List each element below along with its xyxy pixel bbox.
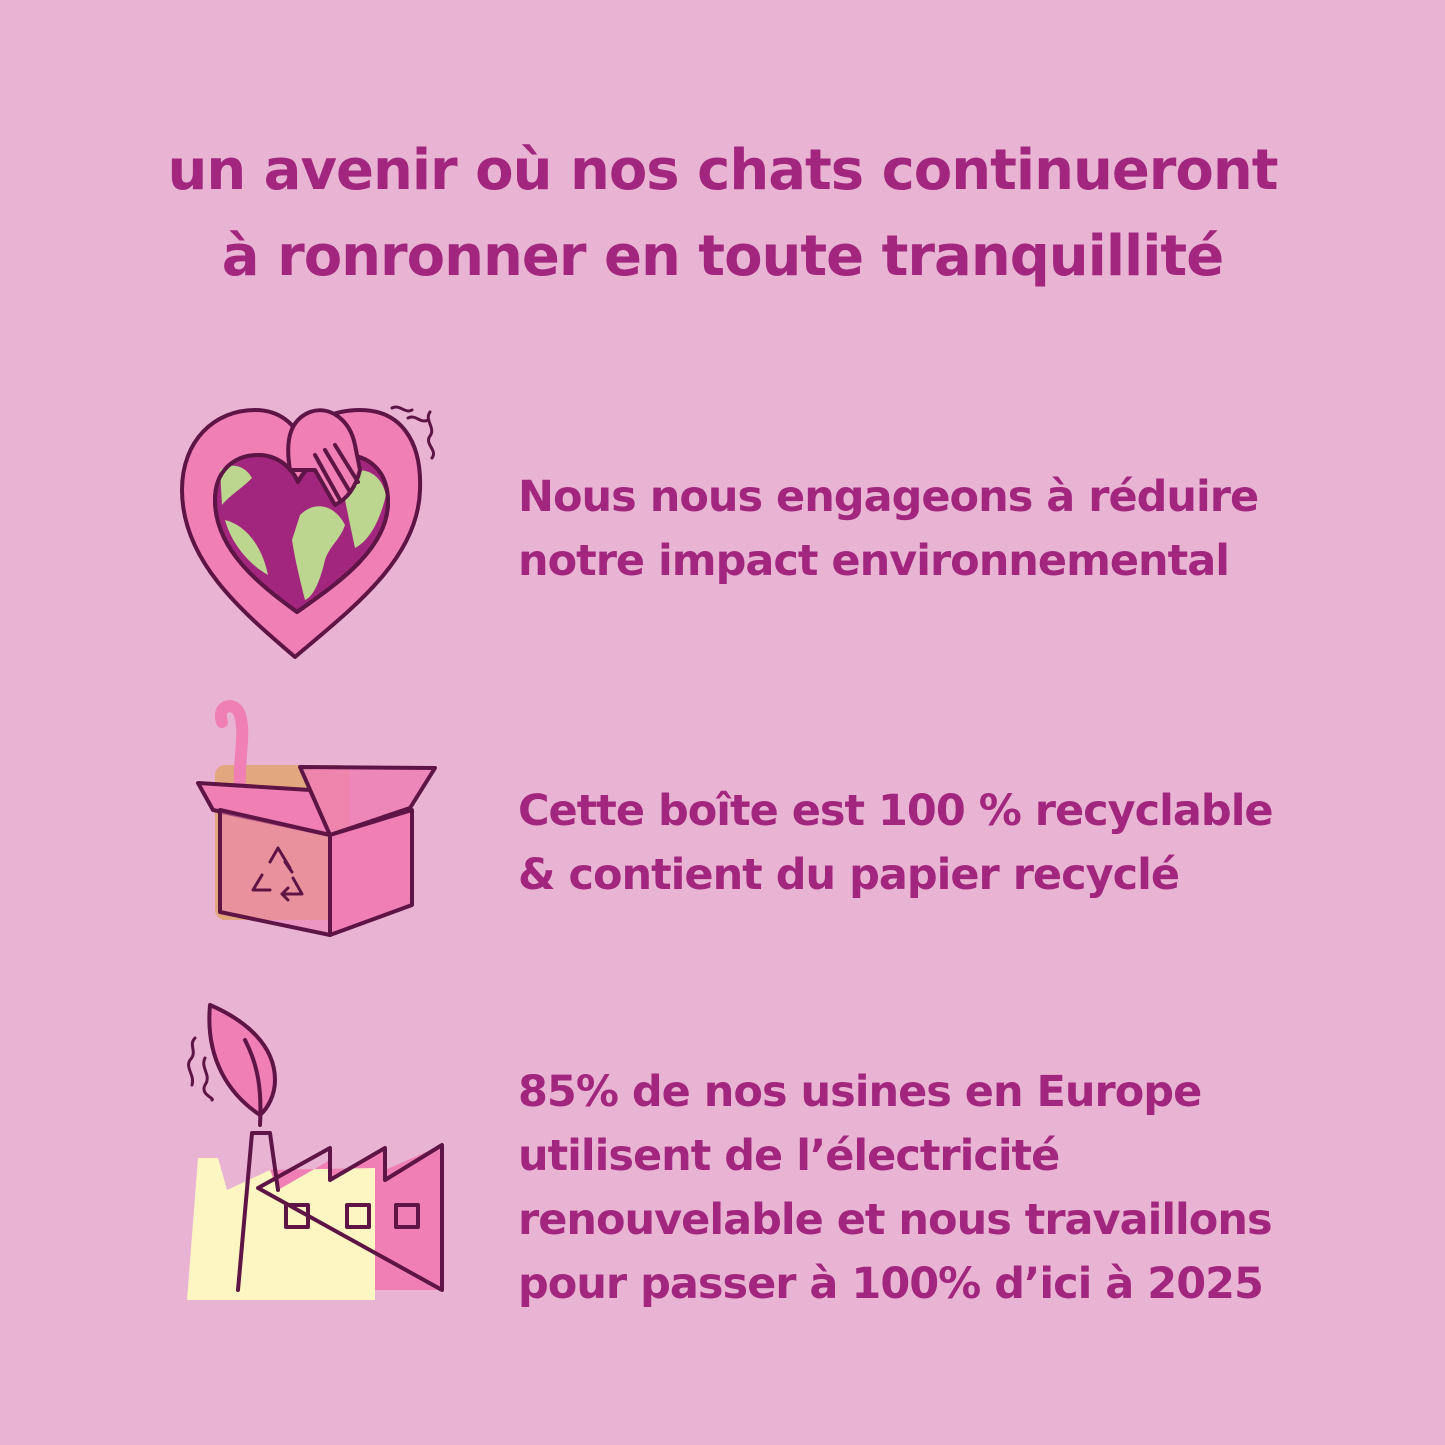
factory-leaf-icon (187, 1003, 444, 1300)
item-text-line: pour passer à 100% d’ici à 2025 (518, 1259, 1264, 1309)
item-text-line: 85% de nos usines en Europe (518, 1067, 1202, 1117)
item-text-line: utilisent de l’électricité (518, 1131, 1060, 1181)
headline-line-2: à ronronner en toute tranquillité (221, 224, 1224, 289)
recycle-box-icon (196, 700, 437, 937)
item-text-line: notre impact environnemental (518, 536, 1230, 586)
item-text-line: Nous nous engageons à réduire (518, 472, 1259, 522)
heart-globe-icon (180, 405, 435, 659)
item-text-line: & contient du papier recyclé (518, 850, 1180, 900)
recyclable-box-item: Cette boîte est 100 % recyclable & conti… (518, 779, 1274, 907)
item-text-line: Cette boîte est 100 % recyclable (518, 786, 1274, 836)
commitment-item: Nous nous engageons à réduire notre impa… (518, 465, 1259, 593)
headline-line-1: un avenir où nos chats continueront (167, 138, 1278, 203)
headline: un avenir où nos chats continueront à ro… (0, 128, 1445, 300)
renewable-energy-item: 85% de nos usines en Europe utilisent de… (518, 1060, 1273, 1316)
recycle-symbol-icon (251, 846, 304, 902)
item-text-line: renouvelable et nous travaillons (518, 1195, 1273, 1245)
